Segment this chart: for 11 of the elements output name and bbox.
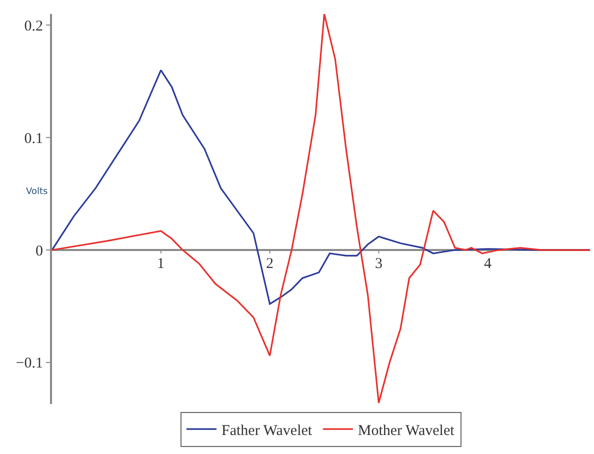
y-tick-label: 0.1 <box>24 130 43 147</box>
y-tick-label: 0 <box>36 243 43 260</box>
x-tick-label: 3 <box>375 256 382 272</box>
y-tick-label: 0.2 <box>24 18 43 34</box>
legend-label: Father Wavelet <box>222 422 313 439</box>
x-tick-label: 1 <box>157 256 164 272</box>
y-tick-label: −0.1 <box>16 356 43 372</box>
x-tick-label: 4 <box>484 256 492 272</box>
x-tick-label: 2 <box>266 256 274 272</box>
y-axis-title: Volts <box>26 187 48 197</box>
legend-label: Mother Wavelet <box>358 422 456 439</box>
